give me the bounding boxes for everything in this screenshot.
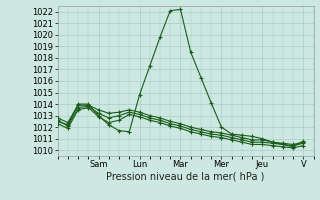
X-axis label: Pression niveau de la mer( hPa ): Pression niveau de la mer( hPa ) [107,172,265,182]
